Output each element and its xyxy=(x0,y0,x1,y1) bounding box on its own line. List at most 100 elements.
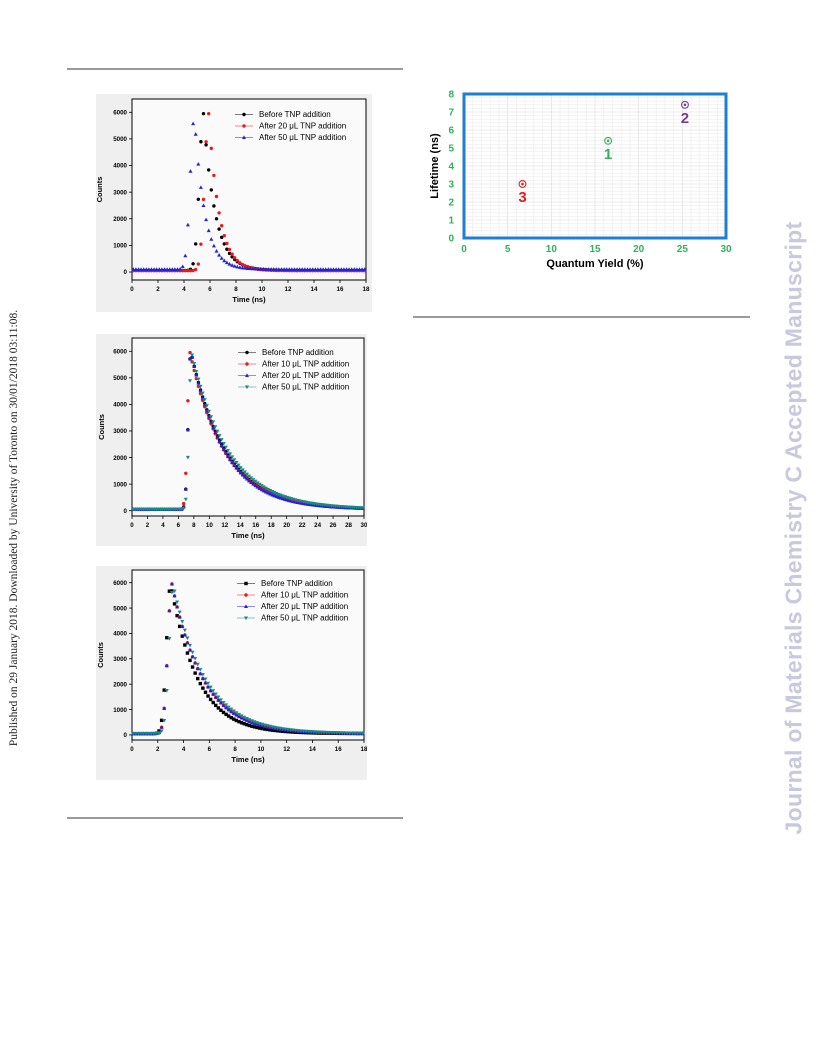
data-point xyxy=(200,676,205,681)
y-tick-label: 2000 xyxy=(113,455,127,462)
data-point xyxy=(192,361,197,366)
data-point xyxy=(248,266,253,271)
y-tick-label: 0 xyxy=(124,732,128,739)
data-point xyxy=(217,227,221,231)
data-point xyxy=(322,730,327,735)
data-point xyxy=(131,732,136,736)
data-point xyxy=(219,708,223,712)
point-label: 2 xyxy=(681,110,689,127)
data-point xyxy=(259,487,264,492)
data-point xyxy=(232,717,236,721)
x-tick-label: 0 xyxy=(130,522,134,529)
data-point xyxy=(198,384,203,389)
data-point xyxy=(214,703,218,708)
data-point xyxy=(339,267,344,271)
data-point xyxy=(240,472,245,477)
data-point xyxy=(257,486,262,490)
data-point xyxy=(207,111,211,116)
data-point xyxy=(200,673,205,677)
data-point xyxy=(209,420,214,424)
x-tick-label: 18 xyxy=(363,286,370,293)
data-point xyxy=(207,168,211,172)
data-point xyxy=(162,706,167,710)
data-point xyxy=(263,727,267,731)
data-series-group xyxy=(131,111,367,273)
data-point xyxy=(206,409,211,414)
y-tick-label: 4000 xyxy=(113,402,127,409)
data-point xyxy=(284,267,289,271)
data-point xyxy=(237,719,241,724)
data-point xyxy=(167,636,172,641)
data-point xyxy=(167,608,172,613)
data-point xyxy=(165,635,169,640)
data-point xyxy=(201,203,206,208)
data-point xyxy=(253,479,258,484)
data-point xyxy=(196,162,201,166)
data-point xyxy=(203,690,208,694)
data-point xyxy=(203,677,208,682)
x-tick-label: 10 xyxy=(546,244,558,255)
data-point xyxy=(270,728,275,732)
data-point xyxy=(318,267,323,271)
x-tick-label: 8 xyxy=(192,522,196,529)
data-point xyxy=(194,370,199,374)
data-point xyxy=(259,484,264,488)
data-point xyxy=(263,489,268,494)
data-point xyxy=(271,267,276,271)
data-point xyxy=(194,267,198,272)
data-point xyxy=(249,476,254,481)
data-point xyxy=(211,689,216,693)
data-point xyxy=(224,712,228,717)
data-point xyxy=(184,471,188,475)
data-point xyxy=(146,267,151,271)
data-point xyxy=(183,487,188,491)
data-point xyxy=(209,237,214,241)
data-point xyxy=(183,253,188,258)
legend: Before TNP addition After 10 μL TNP addit… xyxy=(237,579,348,623)
point-label: 1 xyxy=(604,146,612,163)
data-point xyxy=(212,173,216,178)
data-point xyxy=(214,248,219,253)
legend-marker xyxy=(245,350,249,355)
data-point xyxy=(231,709,236,714)
data-point xyxy=(221,447,226,451)
data-point xyxy=(341,267,346,271)
data-point xyxy=(200,398,205,403)
data-point xyxy=(204,143,208,147)
data-point xyxy=(209,146,213,151)
data-point xyxy=(225,454,230,458)
data-point xyxy=(213,692,218,697)
data-point xyxy=(279,267,284,271)
data-point xyxy=(217,439,222,443)
legend-label: After 10 μL TNP addition xyxy=(262,360,349,369)
data-point xyxy=(328,267,333,271)
x-tick-label: 0 xyxy=(461,244,467,255)
data-point xyxy=(324,730,329,735)
data-point xyxy=(229,715,233,720)
data-point xyxy=(349,267,354,271)
data-point xyxy=(261,267,266,271)
data-point xyxy=(247,474,252,479)
plot-frame xyxy=(131,98,367,281)
legend-label: After 50 μL TNP addition xyxy=(262,383,349,392)
data-point xyxy=(185,427,190,432)
data-point xyxy=(221,710,226,715)
data-point xyxy=(261,488,266,493)
y-tick-label: 7 xyxy=(448,108,454,119)
y-tick-label: 1000 xyxy=(113,243,127,250)
data-point xyxy=(252,725,257,729)
data-point xyxy=(188,658,192,663)
data-point xyxy=(141,732,146,736)
data-point xyxy=(278,729,282,733)
data-point xyxy=(342,731,347,736)
decay-panel-b: 0 2 4 6 8 10 12 14 16 18 20 22 24 26 28 30 0 1000 2000 3000… xyxy=(96,334,368,546)
data-point xyxy=(193,656,198,661)
x-tick-label: 2 xyxy=(156,746,160,753)
data-point xyxy=(195,662,200,667)
x-tick-label: 16 xyxy=(337,286,344,293)
x-tick-label: 10 xyxy=(259,286,266,293)
y-axis-label: Counts xyxy=(96,177,104,203)
data-point xyxy=(215,435,220,439)
data-point xyxy=(190,353,195,358)
publication-note: Published on 29 January 2018. Downloaded… xyxy=(8,309,20,747)
